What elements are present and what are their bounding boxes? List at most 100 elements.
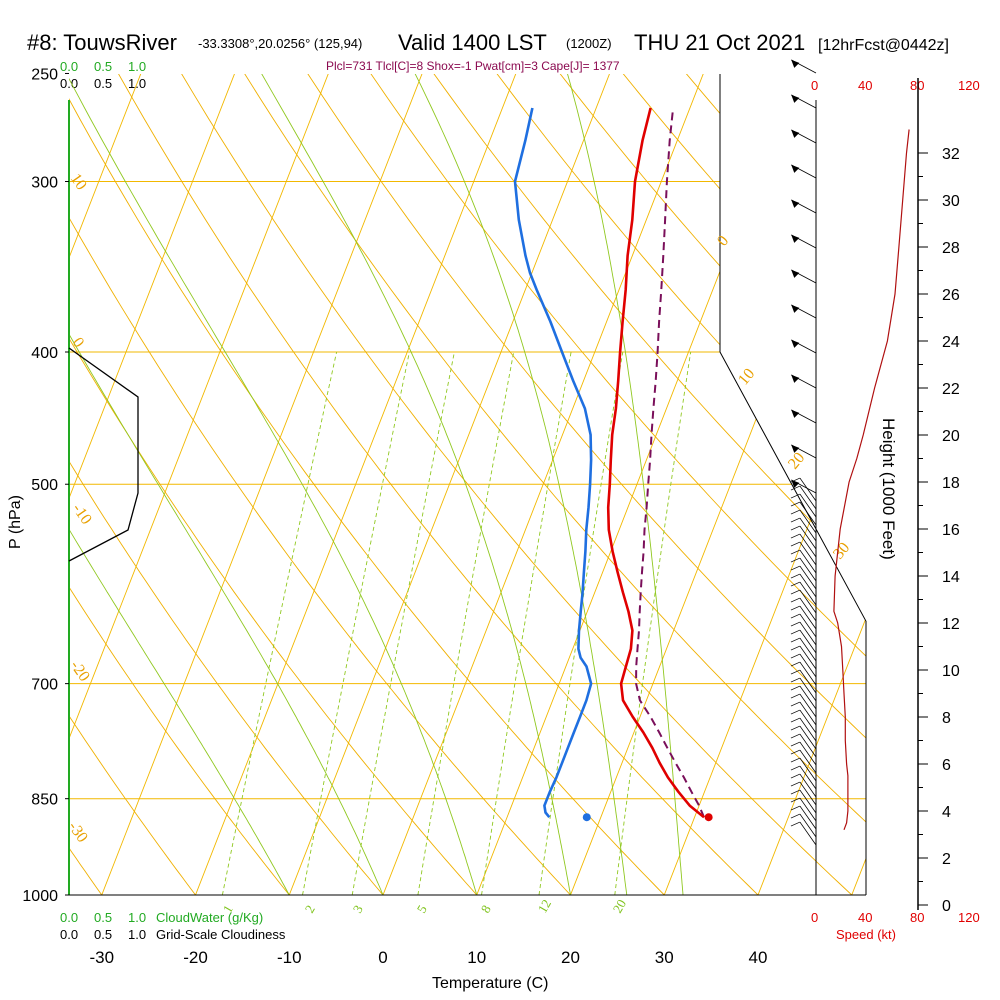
plot-boundary — [719, 74, 867, 895]
wind-barb — [790, 621, 817, 646]
wind-barb-staff — [799, 629, 817, 654]
wind-barb-flag — [791, 374, 800, 383]
isotherm-line-0 — [382, 74, 704, 895]
height-tick-label-2: 4 — [942, 804, 951, 821]
sounding-curves — [513, 107, 713, 822]
wind-barb — [790, 485, 817, 510]
wind-barb-feather — [790, 781, 801, 787]
wind-barb-staff — [799, 565, 817, 590]
isotherm-label-2: -10 — [69, 501, 95, 528]
x-tick-label--30: -30 — [89, 948, 114, 967]
wind-barb-feather — [790, 509, 801, 515]
wind-barb — [790, 501, 817, 526]
wind-barb-feather — [790, 605, 801, 611]
wind-barb-feather — [790, 741, 801, 747]
wind-barb-staff — [799, 789, 817, 814]
wind-barb-staff — [799, 781, 817, 806]
wind-barb-staff — [799, 501, 817, 526]
isotherm-label-5: 0 — [714, 233, 732, 250]
wind-barb-feather — [790, 557, 801, 563]
mixing-ratio-label-3: 5 — [414, 902, 430, 915]
wind-barb-feather — [790, 493, 801, 499]
isotherm-line--40 — [69, 74, 329, 895]
wind-barb-staff — [799, 605, 817, 630]
wind-barb-staff — [799, 813, 817, 838]
wind-barb-feather — [790, 765, 801, 771]
wind-barb-feather — [790, 773, 801, 779]
dry-adiabat-20 — [69, 74, 571, 895]
wind-barb — [791, 129, 817, 144]
height-tick-label-5: 10 — [942, 663, 960, 680]
cloudiness-tick-bottom-1: 0.5 — [94, 927, 112, 942]
wind-barb — [790, 757, 817, 782]
wind-barb-feather — [790, 581, 801, 587]
wind-barb — [790, 629, 817, 654]
isotherm-line--50 — [69, 74, 236, 895]
wind-speed-profile — [833, 129, 910, 831]
wind-barb-flag — [791, 269, 800, 278]
cloud-profile — [68, 100, 139, 895]
dry-adiabat-10 — [69, 74, 478, 895]
wind-barb-feather — [790, 629, 801, 635]
valid-utc: (1200Z) — [566, 36, 612, 51]
wind-barb-feather — [790, 677, 801, 683]
wind-barb-flag — [791, 234, 800, 243]
wind-barb — [790, 549, 817, 574]
wind-barb-feather — [790, 517, 801, 523]
wind-barb — [790, 573, 817, 598]
isotherm-label-6: 10 — [735, 365, 758, 388]
wind-barb — [790, 717, 817, 742]
speed-axis-label: Speed (kt) — [836, 927, 896, 942]
height-tick-label-9: 18 — [942, 475, 960, 492]
pressure-tick-label-850: 850 — [31, 792, 58, 809]
wind-barb — [790, 597, 817, 622]
wind-barb-staff — [799, 693, 817, 718]
wind-barb — [791, 339, 817, 354]
height-tick-label-16: 32 — [942, 146, 960, 163]
moist-adiabat-20 — [261, 74, 571, 895]
wind-barb-staff — [799, 669, 817, 694]
valid-time: Valid 1400 LST — [398, 30, 547, 55]
wind-barb — [790, 797, 817, 822]
wind-barb-feather — [790, 549, 801, 555]
wind-barb-feather — [790, 669, 801, 675]
wind-barb — [791, 409, 817, 424]
moist-adiabat-10 — [69, 74, 478, 895]
pressure-tick-label-250: 250 — [31, 66, 58, 83]
mixing-ratio-12 — [538, 351, 624, 895]
speed-tick-top-0: 0 — [811, 78, 818, 93]
cloudiness-profile — [68, 347, 139, 562]
mixing-ratio-2 — [302, 351, 410, 895]
speed-tick-top-3: 120 — [958, 78, 980, 93]
x-tick-label-20: 20 — [561, 948, 580, 967]
isotherm-line-50 — [851, 74, 866, 895]
wind-barb-feather — [790, 525, 801, 531]
wind-barb-feather — [790, 653, 801, 659]
wind-barb-staff — [799, 821, 817, 846]
wind-barb — [790, 533, 817, 558]
isotherm-line--30 — [101, 74, 423, 895]
wind-barb — [791, 479, 817, 494]
wind-barb — [790, 645, 817, 670]
surface-dewpoint-dot — [582, 813, 591, 822]
wind-barb — [790, 525, 817, 550]
cloudiness-tick-bottom-2: 1.0 — [128, 927, 146, 942]
wind-barb-staff — [799, 701, 817, 726]
wind-barb-flag — [791, 129, 800, 138]
height-tick-label-11: 22 — [942, 381, 960, 398]
wind-barb-feather — [790, 621, 801, 627]
wind-barb-feather — [790, 821, 801, 827]
dry-adiabat-100 — [496, 74, 866, 895]
height-tick-label-8: 16 — [942, 522, 960, 539]
wind-barb-feather — [790, 685, 801, 691]
height-tick-label-1: 2 — [942, 851, 951, 868]
wind-barb-flag — [791, 199, 800, 208]
x-axis-title: Temperature (C) — [432, 975, 548, 992]
wind-barb-feather — [790, 813, 801, 819]
wind-barb — [790, 733, 817, 758]
height-tick-label-6: 12 — [942, 616, 960, 633]
wind-barb-staff — [799, 685, 817, 710]
mixing-ratio-5 — [417, 351, 515, 895]
y-axis-title: P (hPa) — [7, 495, 24, 549]
